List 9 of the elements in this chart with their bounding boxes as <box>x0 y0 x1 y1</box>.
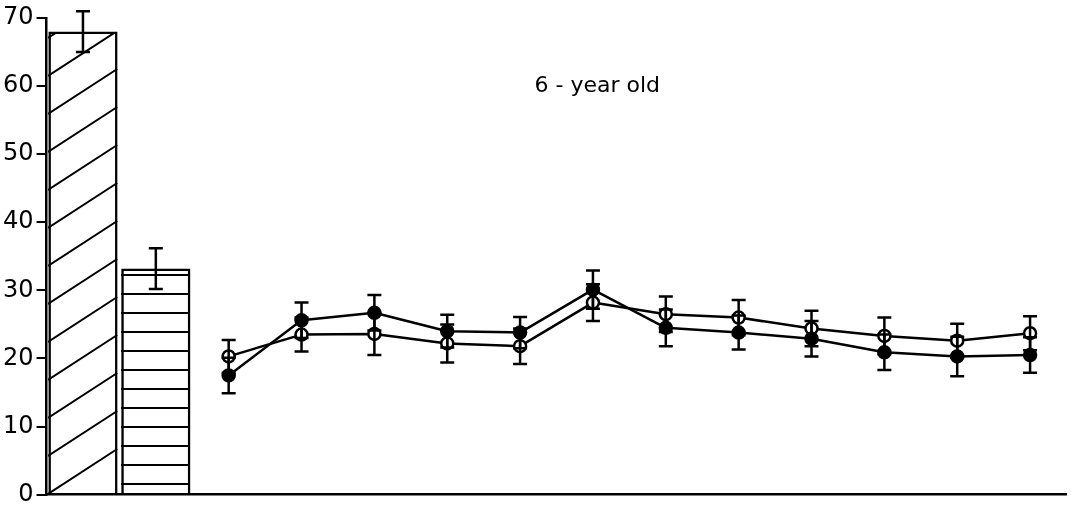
y-tick-label: 0 <box>18 478 34 507</box>
annotation: 6 - year old <box>534 71 661 97</box>
y-tick-label: 30 <box>2 274 34 303</box>
y-tick-label: 10 <box>2 410 34 439</box>
y-tick-label: 50 <box>2 138 34 167</box>
y-tick-label: 60 <box>2 70 34 99</box>
y-tick-label: 40 <box>2 206 34 235</box>
y-tick-label: 20 <box>2 342 34 371</box>
y-tick-label: 70 <box>2 2 34 31</box>
